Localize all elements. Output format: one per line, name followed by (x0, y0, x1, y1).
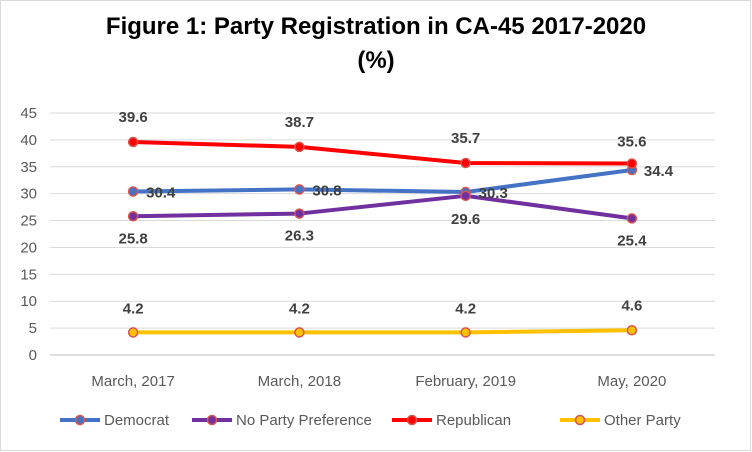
data-label-other-party: 4.2 (289, 300, 310, 317)
legend-swatch-marker (206, 414, 218, 426)
data-label-democrat: 30.4 (146, 185, 176, 202)
legend: Democrat No Party Preference Republican Oth… (60, 412, 681, 429)
legend-label: Other Party (604, 412, 681, 429)
data-point-republican (294, 141, 305, 153)
legend-label: Republican (436, 412, 511, 429)
gridlines (50, 112, 715, 356)
series-line-democrat (131, 168, 634, 195)
data-point-no-party-preference (127, 211, 139, 222)
y-tick-label: 0 (29, 347, 37, 364)
data-label-no-party-preference: 25.4 (617, 232, 647, 249)
y-tick-label: 30 (20, 186, 37, 203)
legend-label: No Party Preference (236, 412, 372, 429)
series-no-party-preference (127, 190, 638, 224)
series-republican (127, 136, 638, 169)
data-point-republican (460, 157, 471, 169)
data-point-no-party-preference (626, 213, 638, 224)
legend-item-no-party-preference: No Party Preference (192, 412, 372, 429)
y-axis: 0 5 10 15 20 25 30 35 40 45 (20, 105, 37, 364)
x-tick-label: March, 2017 (91, 373, 174, 390)
x-tick-label: May, 2020 (597, 373, 666, 390)
data-label-republican: 38.7 (285, 114, 314, 131)
y-tick-label: 40 (20, 132, 37, 149)
x-axis: March, 2017 March, 2018 February, 2019 May,… (91, 373, 666, 390)
data-point-republican (127, 136, 139, 148)
chart-title-line-2: (%) (357, 47, 395, 74)
legend-swatch-marker (74, 414, 86, 426)
y-tick-label: 25 (20, 213, 37, 230)
data-label-democrat: 30.8 (312, 182, 341, 199)
y-tick-label: 5 (29, 320, 37, 337)
data-point-other-party (294, 327, 305, 338)
data-point-democrat (294, 184, 305, 195)
series-line-other-party (131, 328, 634, 335)
data-label-republican: 39.6 (119, 109, 148, 126)
chart-title: Figure 1: Party Registration in CA-45 20… (0, 10, 752, 78)
series-line-republican (131, 140, 634, 166)
legend-label: Democrat (104, 412, 170, 429)
data-label-democrat: 30.3 (479, 185, 508, 202)
series-democrat (127, 164, 638, 198)
data-label-no-party-preference: 26.3 (285, 228, 314, 245)
data-point-no-party-preference (460, 190, 471, 202)
legend-item-other-party: Other Party (560, 412, 681, 429)
data-label-republican: 35.7 (451, 130, 480, 147)
chart-title-line-1: Figure 1: Party Registration in CA-45 20… (105, 13, 647, 40)
data-point-democrat (127, 186, 139, 197)
data-label-other-party: 4.2 (455, 300, 476, 317)
data-point-republican (626, 158, 638, 169)
data-point-other-party (460, 327, 471, 338)
y-tick-label: 10 (20, 293, 37, 310)
legend-swatch-marker (574, 414, 586, 426)
y-tick-label: 45 (20, 105, 37, 122)
data-point-other-party (127, 327, 139, 338)
data-label-other-party: 4.2 (123, 300, 144, 317)
data-label-no-party-preference: 25.8 (119, 230, 148, 247)
data-point-other-party (626, 325, 638, 336)
legend-swatch-marker (406, 414, 418, 426)
x-tick-label: March, 2018 (258, 373, 341, 390)
y-tick-label: 20 (20, 239, 37, 256)
x-tick-label: February, 2019 (415, 373, 516, 390)
data-label-democrat: 34.4 (644, 163, 674, 180)
data-label-no-party-preference: 29.6 (451, 211, 480, 228)
data-labels: 30.4 30.8 30.3 34.4 25.8 26.3 29.6 25.4 39.6 38.7… (119, 109, 674, 317)
y-tick-label: 35 (20, 159, 37, 176)
data-label-other-party: 4.6 (621, 297, 642, 314)
series-line-no-party-preference (131, 193, 634, 221)
y-tick-label: 15 (20, 266, 37, 283)
legend-item-republican: Republican (392, 412, 511, 429)
series-other-party (127, 325, 638, 338)
series-lines (127, 136, 638, 338)
legend-item-democrat: Democrat (60, 412, 170, 429)
data-point-no-party-preference (294, 208, 305, 219)
data-label-republican: 35.6 (617, 134, 646, 151)
